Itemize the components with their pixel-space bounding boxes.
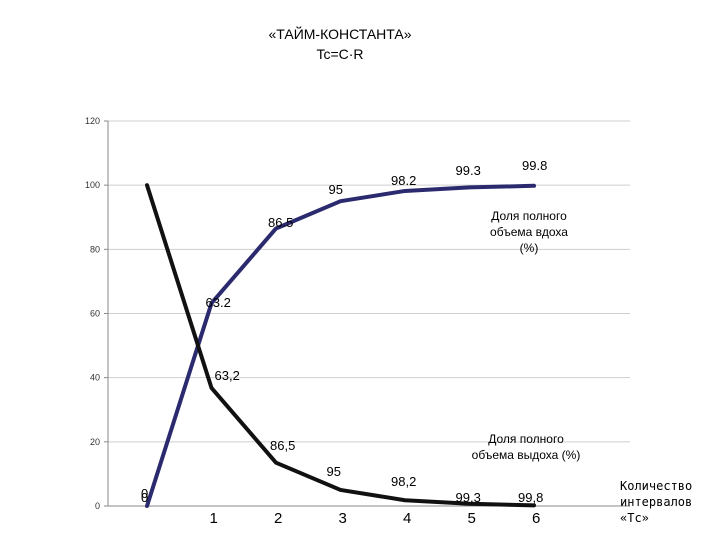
data-label-inhale: 99.3 (455, 163, 481, 179)
data-label-exhale: 99,8 (518, 490, 544, 506)
x-tick-label: 3 (338, 510, 347, 527)
data-label-inhale: 95 (328, 182, 343, 198)
x-tick-label: 1 (209, 510, 218, 527)
data-label-inhale: 86.5 (268, 215, 294, 231)
x-tick-label: 5 (467, 510, 476, 527)
y-tick-label: 40 (90, 373, 100, 383)
x-axis-title: Количество интервалов «Тс» (620, 479, 693, 525)
axes: 0 20 40 60 80 100 120 (85, 116, 630, 511)
y-tick-label: 20 (90, 437, 100, 447)
chart-title: «ТАЙМ-КОНСТАНТА» (268, 26, 412, 42)
gridlines (108, 120, 630, 443)
y-tick-label: 60 (90, 309, 100, 319)
data-label-inhale: 63.2 (205, 295, 231, 311)
data-label-inhale: 99.8 (522, 157, 548, 173)
data-label-exhale: 98,2 (391, 474, 417, 490)
data-label-exhale: 86,5 (270, 437, 296, 453)
x-tick-label: 6 (532, 510, 541, 527)
x-tick-label: 2 (274, 510, 283, 527)
y-tick-label: 120 (85, 116, 100, 126)
chart-subtitle: Tc=C·R (316, 46, 364, 62)
annotation-exhale: Доля полного объема выдоха (%) (471, 432, 581, 462)
x-tick-label: 4 (403, 510, 412, 527)
data-label-inhale: 98.2 (391, 172, 417, 188)
annotation-inhale: Доля полного объема вдоха (%) (490, 209, 568, 255)
data-label-exhale: 0 (141, 486, 149, 501)
y-tick-label: 100 (85, 180, 100, 190)
data-label-exhale: 99,3 (455, 489, 481, 505)
series-lines (145, 183, 536, 508)
y-tick-label: 80 (90, 244, 100, 254)
data-label-inhale: 0 (141, 490, 149, 505)
data-label-exhale: 63,2 (214, 367, 240, 383)
y-tick-label: 0 (95, 501, 100, 511)
data-label-exhale: 95 (326, 463, 341, 479)
